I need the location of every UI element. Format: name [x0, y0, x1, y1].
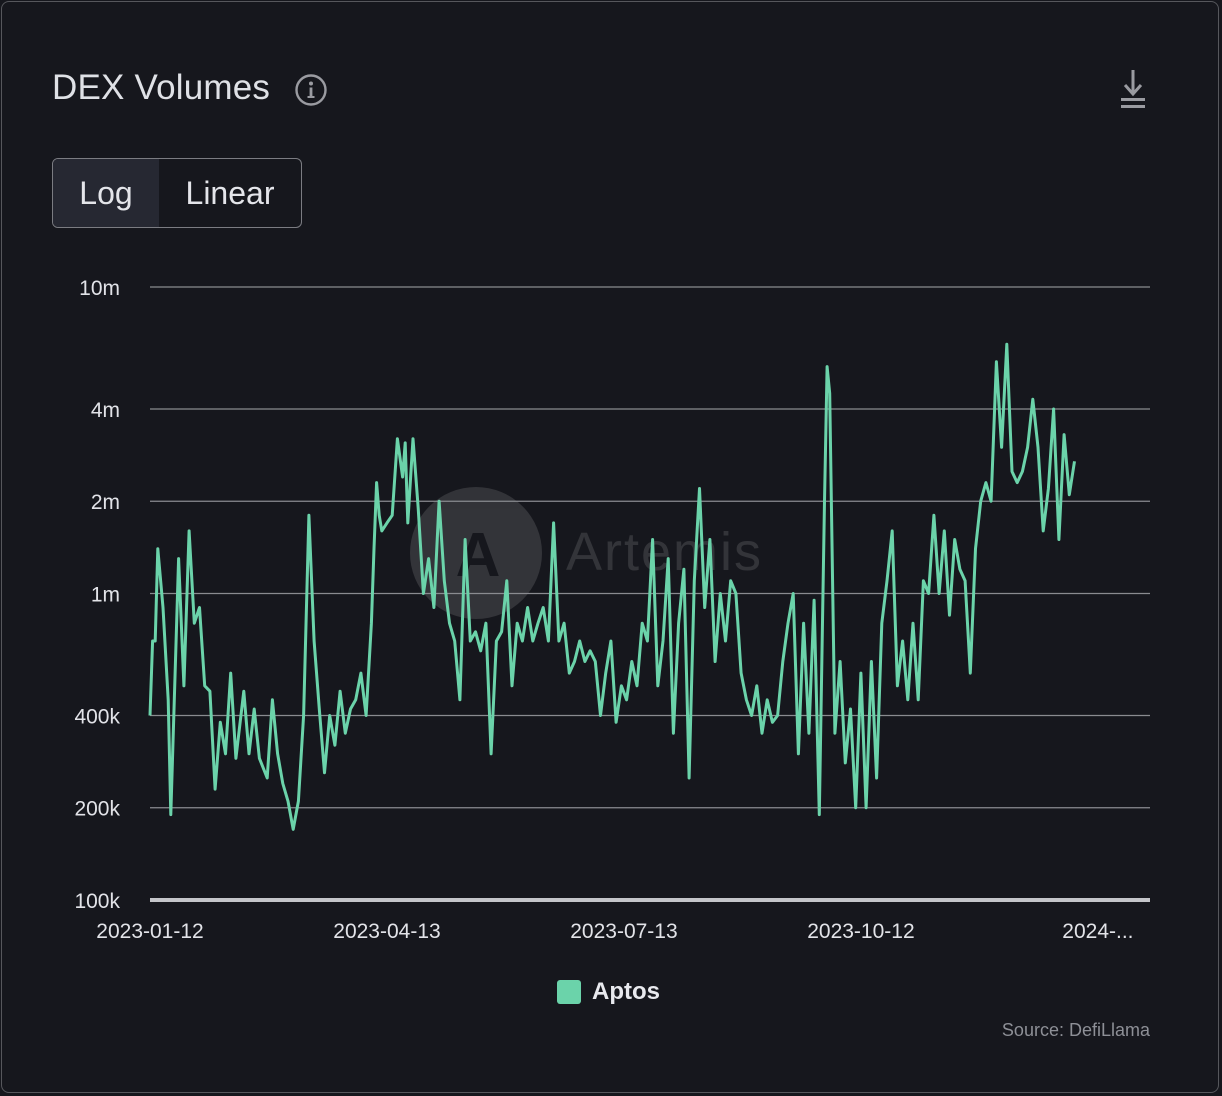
log-scale-button[interactable]: Log [53, 159, 159, 227]
y-tick-label: 2m [91, 491, 120, 514]
x-tick-label: 2023-01-12 [96, 920, 203, 943]
artemis-watermark: A Artemis [410, 487, 763, 619]
gridlines [150, 286, 1150, 902]
x-tick-label: 2024-... [1062, 920, 1133, 943]
linear-scale-button[interactable]: Linear [185, 174, 275, 211]
y-tick-label: 10m [79, 277, 120, 300]
chart-title: DEX Volumes [52, 68, 271, 107]
source-note: Source: DefiLlama [1001, 1020, 1150, 1040]
legend[interactable]: Aptos [557, 978, 660, 1006]
series-layer [148, 342, 1076, 831]
y-tick-label: 4m [91, 399, 120, 422]
y-tick-label: 200k [74, 798, 120, 821]
y-tick-label: 400k [74, 705, 120, 728]
x-axis-tick-labels: 2023-01-12 2023-04-13 2023-07-13 2023-10-12… [96, 920, 1133, 943]
y-tick-label: 1m [91, 584, 120, 607]
y-axis-tick-labels: 100k 200k 400k 1m 2m 4m 10m [74, 277, 120, 913]
download-icon[interactable] [1118, 70, 1148, 112]
legend-swatch [557, 980, 581, 1004]
series-line-aptos[interactable] [148, 342, 1076, 831]
scale-toggle: Log Linear [52, 158, 302, 228]
x-tick-label: 2023-07-13 [570, 920, 677, 943]
info-icon[interactable] [294, 73, 328, 107]
legend-label-aptos: Aptos [592, 978, 660, 1005]
x-tick-label: 2023-04-13 [333, 920, 440, 943]
x-tick-label: 2023-10-12 [807, 920, 914, 943]
y-tick-label: 100k [74, 890, 120, 913]
watermark-text: Artemis [566, 522, 763, 582]
